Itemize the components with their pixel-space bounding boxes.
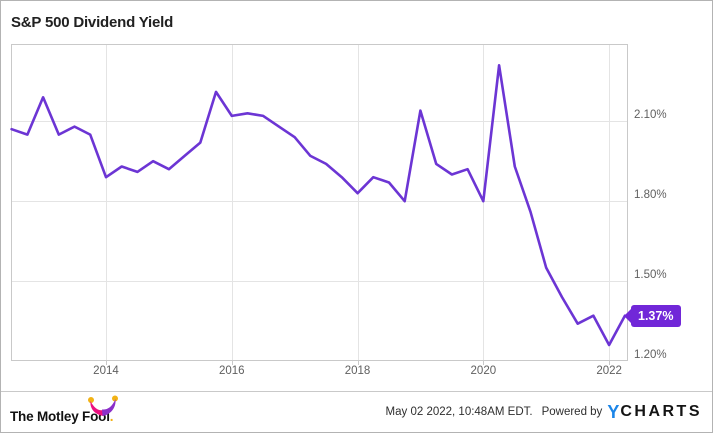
ycharts-y-icon: Y	[607, 401, 621, 422]
ycharts-logo: Y CHARTS	[607, 402, 702, 423]
dividend-yield-line	[10, 63, 627, 347]
brand-name: The Motley Fool	[10, 408, 110, 424]
x-axis-label: 2014	[93, 365, 119, 377]
timestamp: May 02 2022, 10:48AM EDT.	[385, 406, 533, 418]
x-axis-label: 2022	[596, 365, 622, 377]
chart-title: S&P 500 Dividend Yield	[11, 14, 174, 31]
jester-cap-icon	[88, 395, 119, 416]
plot-border	[11, 44, 628, 361]
ycharts-wordmark: CHARTS	[620, 403, 702, 420]
plot-area	[10, 44, 628, 366]
motley-fool-logo: The Motley Fool.	[10, 395, 119, 424]
y-axis: 2.10% 1.80% 1.50% 1.20%	[634, 44, 694, 361]
footer-divider	[1, 391, 712, 392]
x-axis-label: 2016	[218, 365, 245, 377]
x-axis-label: 2020	[470, 365, 497, 377]
y-axis-label: 1.20%	[634, 349, 667, 361]
brand-period: .	[109, 408, 114, 424]
plot-svg	[10, 44, 628, 365]
attribution: May 02 2022, 10:48AM EDT. Powered by Y C…	[386, 402, 702, 423]
y-axis-label: 1.50%	[634, 269, 667, 282]
powered-by-label: Powered by	[541, 406, 603, 418]
last-value-badge: 1.37%	[631, 304, 682, 327]
y-axis-label: 2.10%	[634, 109, 667, 122]
x-axis: 2014 2016 2018 2020 2022	[11, 365, 628, 381]
last-value-label: 1.37%	[638, 308, 674, 323]
y-axis-label: 1.80%	[634, 189, 667, 202]
footer: The Motley Fool. May 02 2022, 10:48AM ED…	[1, 392, 712, 432]
x-axis-label: 2018	[344, 365, 371, 377]
